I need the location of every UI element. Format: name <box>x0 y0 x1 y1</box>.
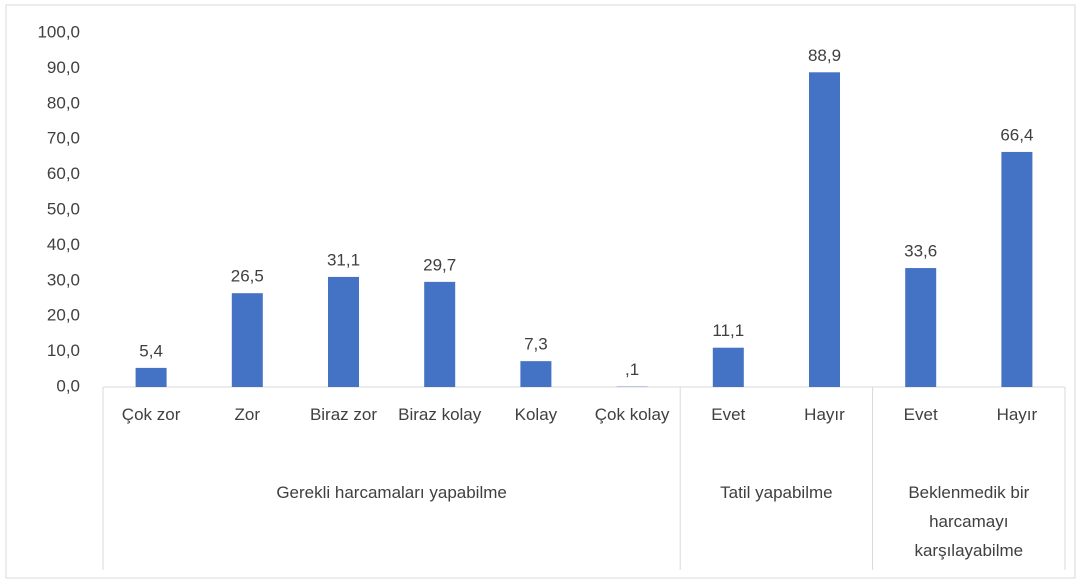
group-label: Beklenmedik bir harcamayı karşılayabilme <box>908 483 1030 560</box>
bar <box>712 347 744 387</box>
x-tick-label: Çok zor <box>121 405 181 424</box>
data-label: 66,4 <box>1000 125 1033 144</box>
bar <box>231 293 263 387</box>
data-label: ,1 <box>625 360 639 379</box>
y-tick-label: 30,0 <box>47 270 80 289</box>
x-tick-label: Biraz zor <box>309 405 378 424</box>
bar <box>809 72 840 387</box>
x-tick-label: Hayır <box>996 405 1038 424</box>
data-label: 33,6 <box>904 242 937 261</box>
data-label: 7,3 <box>524 335 548 354</box>
bar <box>328 276 359 387</box>
y-tick-label: 10,0 <box>47 341 80 360</box>
data-label: 26,5 <box>231 267 264 286</box>
x-tick-label: Evet <box>711 405 746 424</box>
bar <box>135 367 167 387</box>
bar <box>520 361 552 387</box>
y-tick-label: 100,0 <box>37 22 80 41</box>
y-tick-label: 70,0 <box>47 129 80 148</box>
y-tick-label: 40,0 <box>47 235 80 254</box>
chart-border <box>5 4 1076 579</box>
x-tick-label: Evet <box>903 405 938 424</box>
y-tick-label: 80,0 <box>47 93 80 112</box>
x-tick-label: Çok kolay <box>594 405 670 424</box>
group-label: Gerekli harcamaları yapabilme <box>276 483 507 502</box>
y-tick-label: 0,0 <box>56 376 80 395</box>
data-label: 5,4 <box>139 341 163 360</box>
bar <box>905 268 937 387</box>
x-tick-label: Kolay <box>514 405 558 424</box>
data-label: 31,1 <box>327 250 360 269</box>
x-tick-label: Hayır <box>804 405 845 424</box>
group-label: Tatil yapabilme <box>720 483 833 502</box>
data-label: 88,9 <box>808 46 841 65</box>
y-tick-label: 20,0 <box>47 306 80 325</box>
bar <box>1001 151 1033 387</box>
y-tick-label: 50,0 <box>47 199 80 218</box>
y-tick-label: 60,0 <box>47 164 80 183</box>
bar <box>424 281 456 387</box>
y-tick-label: 90,0 <box>47 58 80 77</box>
x-tick-label: Biraz kolay <box>398 405 482 424</box>
data-label: 29,7 <box>423 255 456 274</box>
data-label: 11,1 <box>712 321 744 340</box>
x-tick-label: Zor <box>234 405 261 424</box>
